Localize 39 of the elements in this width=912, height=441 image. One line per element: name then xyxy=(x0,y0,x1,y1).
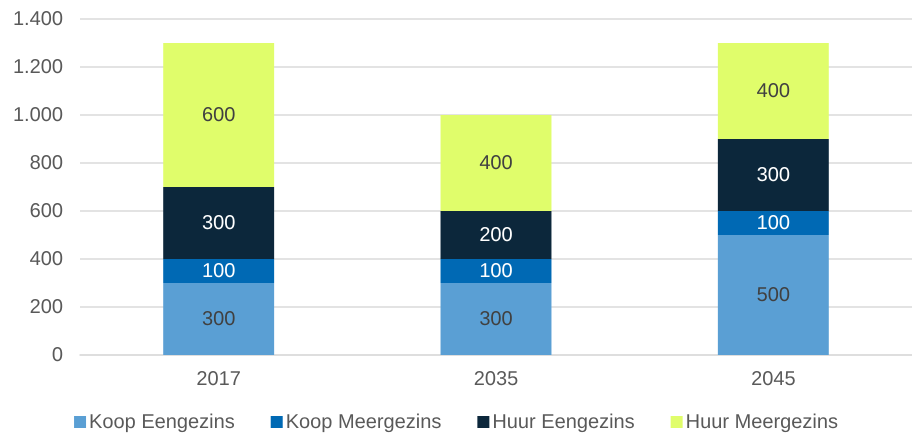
x-tick-label: 2045 xyxy=(751,368,796,390)
bar xyxy=(718,43,829,139)
data-label: 400 xyxy=(756,80,790,102)
y-tick-label: 1.000 xyxy=(12,104,63,126)
data-label: 300 xyxy=(202,308,236,330)
bar xyxy=(718,235,829,355)
legend-label: Koop Meergezins xyxy=(286,411,442,433)
bar xyxy=(440,115,552,211)
data-label: 300 xyxy=(202,212,236,234)
y-tick-label: 1.200 xyxy=(12,56,63,78)
data-label: 300 xyxy=(756,164,790,186)
legend-label: Huur Meergezins xyxy=(686,411,838,433)
x-tick-label: 2035 xyxy=(474,368,518,390)
y-tick-label: 600 xyxy=(30,200,63,222)
data-label: 400 xyxy=(479,152,513,174)
y-tick-label: 0 xyxy=(52,344,63,366)
y-tick-label: 400 xyxy=(30,248,63,270)
bar xyxy=(440,259,552,283)
bar xyxy=(163,187,274,259)
bar xyxy=(440,283,552,355)
bar xyxy=(163,43,274,187)
data-label: 200 xyxy=(479,224,513,246)
y-tick-label: 1.400 xyxy=(12,8,63,30)
legend-label: Huur Eengezins xyxy=(492,411,635,433)
y-tick-label: 200 xyxy=(30,296,63,318)
bar xyxy=(163,259,274,283)
legend-label: Koop Eengezins xyxy=(89,411,235,433)
data-label: 300 xyxy=(479,308,513,330)
y-tick-label: 800 xyxy=(30,152,63,174)
bar xyxy=(440,211,552,259)
bar xyxy=(718,211,829,235)
data-label: 500 xyxy=(756,284,790,306)
data-label: 100 xyxy=(202,260,236,282)
bar xyxy=(718,139,829,211)
data-label: 600 xyxy=(202,104,236,126)
data-label: 100 xyxy=(756,212,790,234)
data-label: 100 xyxy=(479,260,513,282)
x-tick-label: 2017 xyxy=(196,368,241,390)
bar xyxy=(163,283,274,355)
